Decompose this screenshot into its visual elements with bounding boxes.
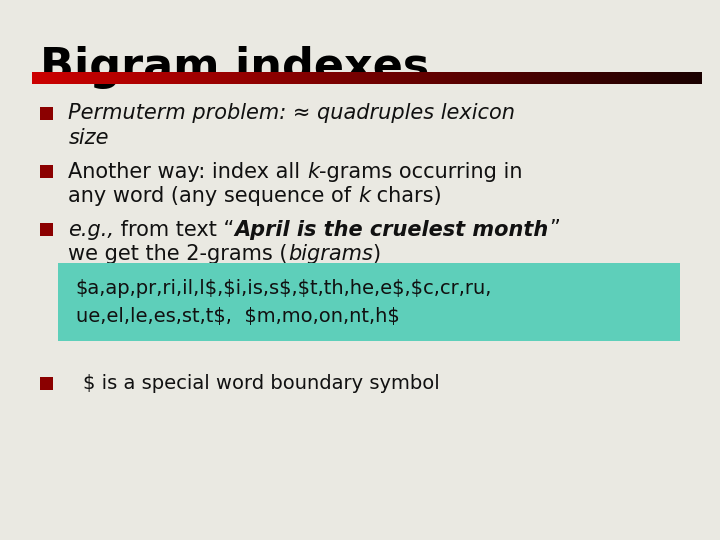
Text: we get the 2-grams (: we get the 2-grams ( — [68, 244, 288, 264]
Text: bigrams: bigrams — [288, 244, 373, 264]
FancyBboxPatch shape — [58, 263, 680, 341]
Text: ue,el,le,es,st,t$,  $m,mo,on,nt,h$: ue,el,le,es,st,t$, $m,mo,on,nt,h$ — [76, 307, 400, 327]
Text: -grams occurring in: -grams occurring in — [319, 161, 523, 182]
Text: chars): chars) — [370, 186, 442, 206]
FancyBboxPatch shape — [40, 106, 53, 120]
Text: Bigram indexes: Bigram indexes — [40, 46, 429, 89]
Text: ”: ” — [549, 219, 560, 240]
FancyBboxPatch shape — [40, 222, 53, 237]
Text: Permuterm problem: ≈ quadruples lexicon: Permuterm problem: ≈ quadruples lexicon — [68, 103, 516, 124]
Text: $a,ap,pr,ri,il,l$,$i,is,s$,$t,th,he,e$,$c,cr,ru,: $a,ap,pr,ri,il,l$,$i,is,s$,$t,th,he,e$,$… — [76, 279, 492, 298]
Text: Another way: index all: Another way: index all — [68, 161, 307, 182]
Text: k: k — [358, 186, 370, 206]
Text: April is the cruelest month: April is the cruelest month — [235, 219, 549, 240]
FancyBboxPatch shape — [40, 165, 53, 178]
Text: from text “: from text “ — [114, 219, 235, 240]
Text: k: k — [307, 161, 319, 182]
Text: any word (any sequence of: any word (any sequence of — [68, 186, 358, 206]
Text: e.g.,: e.g., — [68, 219, 114, 240]
Text: size: size — [68, 127, 109, 148]
FancyBboxPatch shape — [40, 377, 53, 390]
Text: $ is a special word boundary symbol: $ is a special word boundary symbol — [83, 374, 439, 393]
Text: ): ) — [373, 244, 381, 264]
